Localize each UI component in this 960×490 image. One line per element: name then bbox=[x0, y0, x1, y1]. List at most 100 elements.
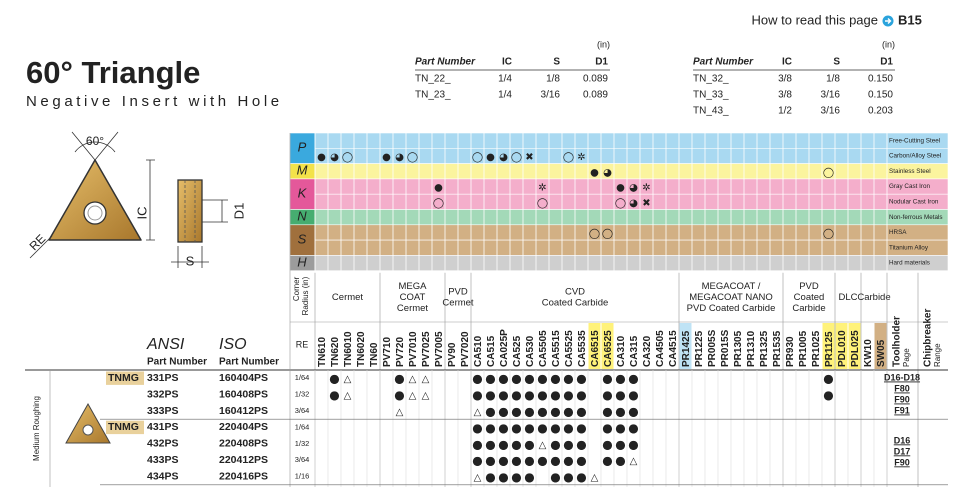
grade-highlight bbox=[835, 323, 848, 369]
grade-highlight bbox=[679, 323, 692, 369]
link-ref[interactable]: B15 bbox=[898, 12, 922, 27]
material-letter: N bbox=[297, 209, 307, 224]
group-label: MEGACOAT / bbox=[702, 281, 761, 292]
stock-mark: ● bbox=[524, 470, 534, 484]
grade-name: PR005S bbox=[707, 329, 718, 367]
grade-name: TN620 bbox=[330, 337, 341, 367]
material-mark: ◯ bbox=[433, 198, 444, 209]
spec-cell: 1/2 bbox=[778, 106, 792, 117]
stock-mark: ● bbox=[498, 454, 508, 468]
grade-name: PR015S bbox=[720, 329, 731, 367]
stock-mark: ● bbox=[485, 372, 495, 386]
grade-name: CA5525 bbox=[564, 330, 575, 367]
material-mark: ◯ bbox=[823, 167, 834, 178]
spec-header: S bbox=[833, 57, 840, 68]
grade-name: CA530 bbox=[525, 335, 536, 367]
corner-radius: 1/32 bbox=[295, 439, 310, 448]
stock-mark: ● bbox=[472, 388, 482, 402]
stock-mark: ● bbox=[576, 421, 586, 435]
toolholder-page: D17 bbox=[894, 446, 911, 456]
corner-radius: 1/32 bbox=[295, 390, 310, 399]
subtitle: Negative Insert with Hole bbox=[26, 93, 283, 110]
grade-name: PV7010 bbox=[408, 331, 419, 367]
stock-mark: △ bbox=[396, 407, 404, 418]
corner-radius-label: Corner bbox=[292, 276, 301, 301]
spec-cell: 1/8 bbox=[546, 74, 560, 85]
material-mark: ● bbox=[434, 183, 443, 194]
stock-mark: ● bbox=[576, 470, 586, 484]
grade-name: PV7025 bbox=[421, 331, 432, 367]
stock-mark: ● bbox=[563, 454, 573, 468]
material-mark: ◯ bbox=[537, 198, 548, 209]
material-mark: ● bbox=[590, 167, 599, 178]
group-label: MEGACOAT NANO bbox=[689, 292, 773, 303]
grade-name: PDL025 bbox=[850, 330, 861, 367]
group-label: Carbide bbox=[857, 292, 890, 303]
stock-mark: △ bbox=[422, 374, 430, 385]
grade-name: PR1305 bbox=[733, 330, 744, 367]
stock-mark: ● bbox=[511, 470, 521, 484]
series-name: TNMG bbox=[108, 372, 139, 384]
stock-mark: ● bbox=[563, 405, 573, 419]
material-row bbox=[314, 224, 949, 241]
stock-mark: ● bbox=[615, 421, 625, 435]
corner-radius: 3/64 bbox=[295, 455, 310, 464]
stock-mark: △ bbox=[539, 440, 547, 451]
material-mark: ● bbox=[486, 152, 495, 163]
toolholder-page: F80 bbox=[894, 383, 910, 393]
stock-mark: ● bbox=[537, 388, 547, 402]
stock-mark: ● bbox=[472, 372, 482, 386]
group-label: PVD bbox=[799, 281, 819, 292]
re-header: RE bbox=[296, 339, 309, 349]
group-label: COAT bbox=[400, 292, 426, 303]
grade-name: CA315 bbox=[629, 335, 640, 367]
spec-header: IC bbox=[502, 57, 512, 68]
grade-name: PR1005 bbox=[798, 330, 809, 367]
stock-mark: △ bbox=[344, 374, 352, 385]
toolholder-page: F90 bbox=[894, 457, 910, 467]
grade-name: CA515 bbox=[486, 335, 497, 367]
grade-highlight bbox=[822, 323, 835, 369]
ansi-part: 431PS bbox=[147, 421, 179, 433]
part-number-header: Part Number bbox=[219, 357, 279, 368]
material-name: Carbon/Alloy Steel bbox=[889, 153, 941, 160]
grade-name: CA525 bbox=[512, 335, 523, 367]
stock-mark: ● bbox=[498, 372, 508, 386]
insert-diagram bbox=[29, 131, 228, 268]
group-label: PVD bbox=[448, 286, 468, 297]
stock-mark: ● bbox=[485, 437, 495, 451]
material-mark: ◕ bbox=[395, 152, 404, 163]
stock-mark: △ bbox=[344, 391, 352, 402]
stock-mark: ● bbox=[615, 388, 625, 402]
unit-label: (in) bbox=[882, 39, 895, 49]
material-mark: ● bbox=[317, 152, 326, 163]
stock-mark: ● bbox=[550, 470, 560, 484]
stock-mark: ● bbox=[628, 372, 638, 386]
ansi-part: 434PS bbox=[147, 470, 179, 482]
read-link[interactable]: How to read this page bbox=[752, 12, 878, 27]
stock-mark: ● bbox=[498, 470, 508, 484]
stock-mark: ● bbox=[628, 388, 638, 402]
stock-mark: ● bbox=[563, 388, 573, 402]
stock-mark: ● bbox=[485, 421, 495, 435]
stock-mark: ● bbox=[550, 437, 560, 451]
stock-mark: ● bbox=[329, 372, 339, 386]
material-mark: ◯ bbox=[511, 152, 522, 163]
stock-mark: ● bbox=[511, 454, 521, 468]
ansi-part: 333PS bbox=[147, 405, 179, 417]
stock-mark: ● bbox=[329, 388, 339, 402]
spec-header: Part Number bbox=[415, 57, 476, 68]
group-label: Cermet bbox=[332, 292, 364, 303]
stock-mark: △ bbox=[474, 473, 482, 484]
stock-mark: ● bbox=[576, 372, 586, 386]
corner-radius: 1/16 bbox=[295, 472, 310, 481]
material-mark: ◯ bbox=[615, 198, 626, 209]
group-label: Carbide bbox=[792, 303, 825, 314]
ansi-part: 433PS bbox=[147, 454, 179, 466]
material-name: Titanium Alloy bbox=[889, 244, 929, 251]
corner-radius: 1/64 bbox=[295, 373, 310, 382]
stock-mark: ● bbox=[563, 372, 573, 386]
stock-mark: ● bbox=[823, 388, 833, 402]
stock-mark: ● bbox=[563, 470, 573, 484]
